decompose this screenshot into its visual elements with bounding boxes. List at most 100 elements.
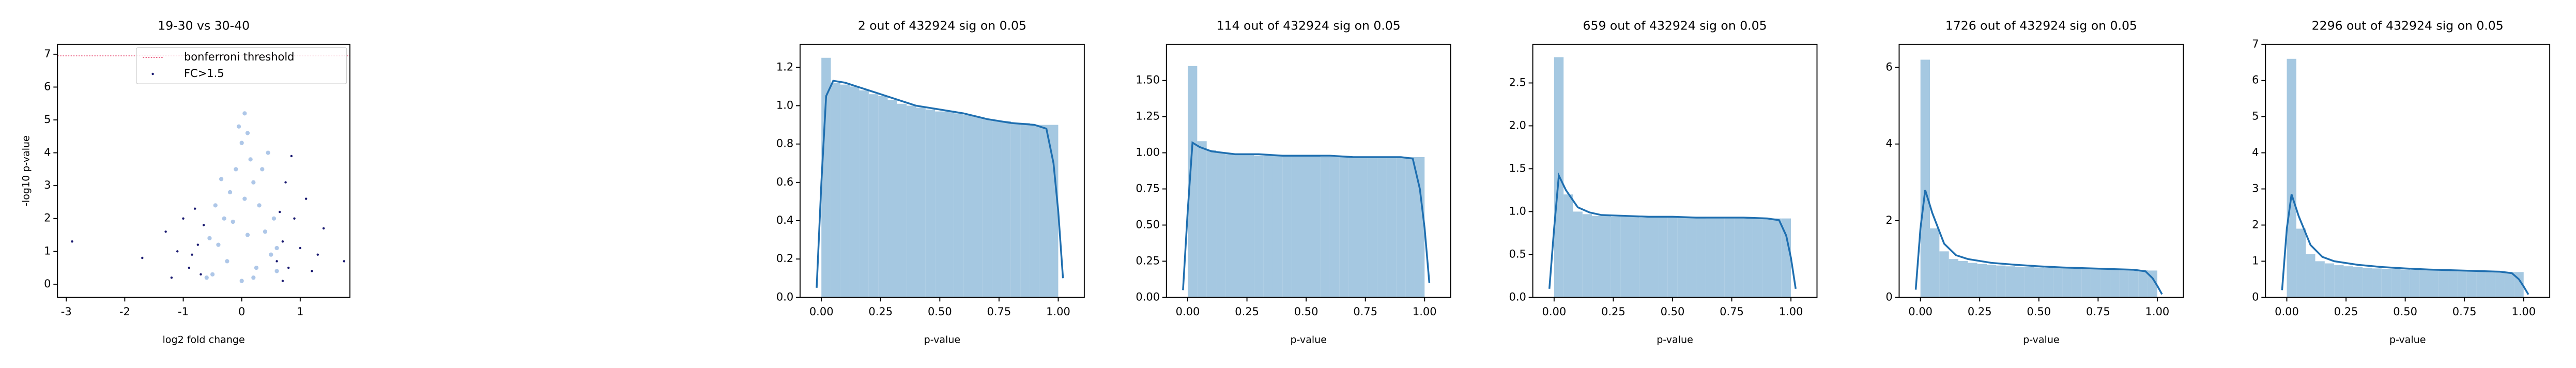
bar xyxy=(2505,272,2514,298)
bar xyxy=(1030,125,1039,298)
x-tick-label: 0.25 xyxy=(1601,305,1626,318)
bar xyxy=(1715,218,1725,298)
y-tick-label: 0.0 xyxy=(776,290,793,303)
bar xyxy=(2324,263,2335,298)
bar xyxy=(1958,260,1968,298)
x-tick-label: 0.50 xyxy=(1294,305,1318,318)
point xyxy=(239,279,244,283)
bar xyxy=(916,108,926,298)
bar xyxy=(1563,194,1573,298)
x-tick-label: 0.75 xyxy=(1353,305,1377,318)
bar xyxy=(2119,269,2129,298)
bar xyxy=(1405,157,1415,298)
x-tick-label: 1.00 xyxy=(2511,305,2536,318)
point xyxy=(188,266,191,269)
bar xyxy=(1235,154,1245,298)
bar xyxy=(2372,268,2382,298)
bar xyxy=(2053,268,2063,298)
point xyxy=(242,111,247,116)
bar xyxy=(1949,259,1958,298)
y-tick-label: 2 xyxy=(44,212,51,224)
y-tick-label: 6 xyxy=(2252,74,2259,86)
bar xyxy=(1263,156,1273,298)
x-axis-label: log2 fold change xyxy=(163,334,245,345)
y-tick-label: 0.6 xyxy=(776,176,793,188)
x-tick-label: 0.00 xyxy=(809,305,834,318)
x-tick-label: 0.75 xyxy=(2452,305,2477,318)
bar xyxy=(1020,122,1030,298)
x-tick-label: 0.50 xyxy=(928,305,952,318)
kde-line xyxy=(1914,190,2163,295)
bar xyxy=(944,111,954,298)
y-tick-label: 5 xyxy=(44,113,51,126)
chart-title: 2 out of 432924 sig on 0.05 xyxy=(858,18,1026,33)
point xyxy=(176,250,179,253)
point xyxy=(266,150,270,155)
bar xyxy=(1368,157,1377,298)
y-tick-label: 0.25 xyxy=(1136,254,1160,267)
x-tick-label: 0.50 xyxy=(2027,305,2051,318)
x-tick-label: 1.00 xyxy=(2145,305,2170,318)
point xyxy=(279,210,281,213)
point xyxy=(269,252,273,257)
y-tick-label: 1.0 xyxy=(1509,205,1526,217)
y-tick-label: 4 xyxy=(1885,137,1892,150)
bar xyxy=(859,90,869,298)
point xyxy=(260,167,265,172)
y-tick-label: 2.5 xyxy=(1509,76,1526,88)
x-tick-label: 0 xyxy=(238,305,245,318)
point xyxy=(281,280,284,282)
bar xyxy=(2128,270,2139,298)
point xyxy=(216,242,221,247)
x-tick-label: -1 xyxy=(178,305,189,318)
bar xyxy=(1601,216,1611,298)
point xyxy=(245,131,250,135)
bar xyxy=(992,121,1002,298)
bar xyxy=(954,113,964,298)
bar xyxy=(2343,266,2353,298)
x-tick-label: 0.75 xyxy=(2086,305,2110,318)
y-tick-label: 1.2 xyxy=(776,60,793,73)
x-tick-label: 0.75 xyxy=(987,305,1011,318)
bar xyxy=(963,115,973,298)
bar xyxy=(1920,59,1930,298)
y-tick-label: 2.0 xyxy=(1509,119,1526,131)
bar xyxy=(1329,157,1340,298)
bar xyxy=(2315,261,2325,298)
point xyxy=(234,167,238,172)
bar xyxy=(1753,218,1763,298)
point xyxy=(231,219,235,224)
point xyxy=(293,217,296,220)
bar xyxy=(1582,214,1592,298)
point xyxy=(193,207,196,210)
bar xyxy=(1611,217,1621,298)
bar xyxy=(1592,216,1602,298)
bar xyxy=(1734,218,1744,298)
bar xyxy=(1772,218,1782,298)
point xyxy=(281,240,284,243)
y-tick-label: 1 xyxy=(2252,254,2259,267)
y-tick-label: 0.75 xyxy=(1136,182,1160,195)
bar xyxy=(935,111,945,298)
x-tick-label: 0.00 xyxy=(1908,305,1933,318)
bar xyxy=(2448,271,2458,298)
y-tick-label: 3 xyxy=(44,179,51,191)
bar xyxy=(2081,269,2091,298)
y-tick-label: 0 xyxy=(2252,290,2259,303)
point xyxy=(202,224,205,226)
bar xyxy=(2005,266,2015,298)
x-tick-label: 0.50 xyxy=(1661,305,1685,318)
bar xyxy=(2334,265,2344,298)
y-tick-label: 7 xyxy=(2252,38,2259,50)
y-tick-label: 6 xyxy=(44,80,51,93)
point xyxy=(227,190,233,195)
y-tick-label: 0.8 xyxy=(776,137,793,150)
y-tick-label: 0.0 xyxy=(1509,290,1526,303)
kde-line xyxy=(2281,194,2529,295)
axes-frame xyxy=(1898,43,2184,298)
bar xyxy=(1977,264,1987,298)
y-tick-label: 0.4 xyxy=(776,214,793,226)
axes-frame xyxy=(1166,43,1451,298)
y-tick-label: 4 xyxy=(44,146,51,159)
